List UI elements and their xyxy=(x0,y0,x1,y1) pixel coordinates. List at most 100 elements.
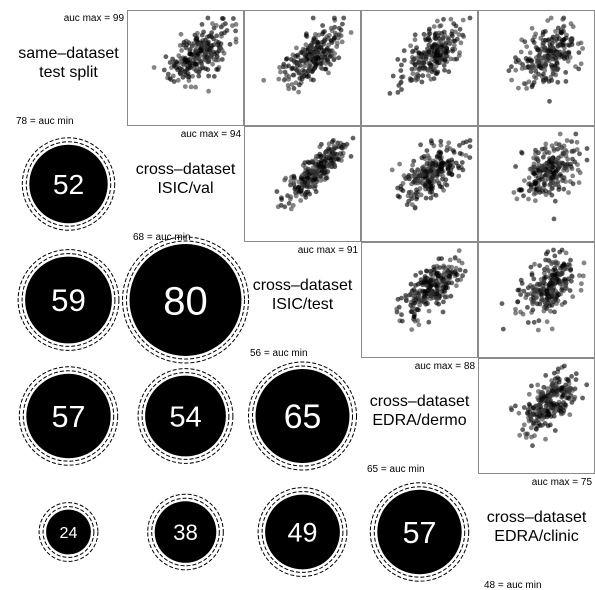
scatter-point xyxy=(399,62,404,68)
scatter-points-0-4 xyxy=(506,15,585,104)
variable-label-cross-dataset-edra-dermo-line-1: cross–dataset xyxy=(370,393,470,410)
scatter-point xyxy=(320,23,325,28)
scatter-point xyxy=(570,294,576,300)
scatter-point xyxy=(518,49,524,55)
scatter-point xyxy=(547,412,552,417)
correlation-disc xyxy=(145,375,226,457)
correlation-ring-outer xyxy=(18,366,119,466)
scatter-point xyxy=(423,195,429,201)
scatter-point xyxy=(453,271,459,277)
scatter-point xyxy=(424,169,429,175)
scatter-point xyxy=(531,164,537,170)
scatter-point xyxy=(458,40,464,46)
scatter-point xyxy=(565,58,571,64)
scatter-point xyxy=(183,57,189,63)
scatter-point xyxy=(529,434,534,440)
scatter-point xyxy=(563,250,569,256)
scatter-point xyxy=(401,48,407,54)
scatter-point xyxy=(522,178,527,184)
scatter-point xyxy=(433,63,439,69)
scatter-point xyxy=(513,403,518,409)
scatter-point xyxy=(420,176,426,182)
scatter-point xyxy=(553,376,558,382)
scatter-point xyxy=(302,192,308,198)
scatter-point xyxy=(399,295,404,301)
scatter-point xyxy=(327,162,333,168)
scatter-point xyxy=(427,61,433,67)
scatter-point xyxy=(442,33,448,38)
scatter-point xyxy=(555,146,561,152)
scatter-point xyxy=(302,179,308,185)
scatter-point xyxy=(580,273,586,279)
scatter-point xyxy=(387,91,393,96)
scatter-point xyxy=(409,305,415,311)
scatter-point xyxy=(434,59,439,65)
scatter-point xyxy=(288,206,294,212)
scatter-point xyxy=(467,15,473,21)
scatter-point xyxy=(399,87,404,92)
scatter-point xyxy=(429,140,435,146)
scatter-point xyxy=(440,36,446,42)
scatter-point xyxy=(182,84,188,89)
scatter-point xyxy=(519,150,525,156)
correlation-ring-inner xyxy=(25,141,112,227)
scatter-point xyxy=(401,173,407,179)
scatter-point xyxy=(304,175,310,181)
scatter-point xyxy=(426,319,432,325)
scatter-point xyxy=(537,189,543,195)
scatter-point xyxy=(451,38,456,44)
scatter-point xyxy=(541,408,546,414)
scatter-point xyxy=(564,167,570,173)
scatter-point xyxy=(302,160,308,166)
scatter-point xyxy=(414,45,419,51)
scatter-point xyxy=(176,53,182,59)
scatter-point xyxy=(558,291,563,297)
scatter-point xyxy=(439,169,445,175)
scatter-point xyxy=(532,34,537,40)
scatter-point xyxy=(576,50,582,55)
scatter-point xyxy=(549,186,555,192)
scatter-point xyxy=(558,271,564,277)
scatter-point xyxy=(275,204,281,210)
scatter-point xyxy=(435,49,440,55)
scatter-point xyxy=(432,170,438,176)
scatter-point xyxy=(199,22,205,27)
scatter-point xyxy=(446,69,452,75)
scatter-point xyxy=(449,171,455,177)
scatter-point xyxy=(555,79,561,85)
scatter-point xyxy=(425,279,430,285)
scatter-point xyxy=(541,79,546,85)
scatter-point xyxy=(286,86,292,92)
scatter-point xyxy=(570,24,576,30)
scatter-point xyxy=(544,264,550,270)
scatter-point xyxy=(541,304,547,310)
scatter-point xyxy=(521,422,527,428)
scatter-points-1-2 xyxy=(274,135,356,212)
scatter-point xyxy=(451,150,457,155)
correlation-ring-inner xyxy=(126,240,245,360)
scatter-point xyxy=(411,158,417,164)
scatter-point xyxy=(518,292,523,297)
scatter-point xyxy=(571,148,576,154)
scatter-point xyxy=(307,191,312,197)
scatter-point xyxy=(415,167,421,173)
scatter-point xyxy=(499,301,505,306)
scatter-point xyxy=(419,79,425,85)
scatter-point xyxy=(321,49,326,54)
scatter-point xyxy=(322,29,327,34)
scatter-point xyxy=(206,33,212,39)
scatter-point xyxy=(413,191,418,196)
scatter-point xyxy=(413,272,419,278)
correlation-ring-inner xyxy=(252,365,353,467)
scatter-point xyxy=(426,308,432,314)
scatter-point xyxy=(424,148,430,154)
variable-label-cross-dataset-isic-test-line-1: cross–dataset xyxy=(253,277,353,294)
scatter-point xyxy=(338,33,344,39)
scatter-point xyxy=(538,35,544,41)
scatter-point xyxy=(500,326,506,332)
scatter-point xyxy=(544,295,550,301)
scatter-point xyxy=(295,52,300,58)
scatter-points-2-4 xyxy=(499,247,587,333)
correlation-circle-2-0: 59 xyxy=(17,249,120,351)
scatter-point xyxy=(538,397,544,403)
